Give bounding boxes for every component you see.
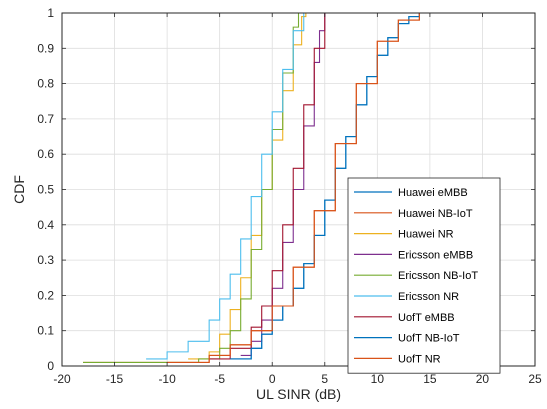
x-tick-label: 20: [476, 372, 490, 386]
y-tick-label: 0.9: [37, 41, 54, 55]
legend: Huawei eMBB Huawei NB-IoT Huawei NR Ericsso…: [347, 177, 501, 374]
legend-entry-label: UofT NR: [398, 353, 441, 365]
y-tick-label: 1: [47, 6, 54, 20]
x-tick-label: -5: [214, 372, 225, 386]
y-tick-label: 0.2: [37, 288, 54, 302]
x-tick-label: 5: [321, 372, 328, 386]
legend-entry-label: Ericsson NB-IoT: [398, 270, 478, 282]
legend-entry-label: Ericsson NR: [398, 291, 459, 303]
series-lines: [83, 12, 520, 364]
y-tick-label: 0.7: [37, 112, 54, 126]
x-tick-label: -20: [53, 372, 71, 386]
legend-entry-label: UofT NB-IoT: [398, 333, 460, 345]
series-line-6: [209, 13, 326, 360]
series-line-8: [167, 12, 520, 364]
y-tick-label: 0.5: [37, 183, 54, 197]
series-line-3: [240, 13, 326, 356]
x-tick-label: -15: [106, 372, 124, 386]
ticks: -20 -15 -10 -5 0 5 10 15 20 25 0 0.1 0.2 0.3 0.4 0.5 0.6…: [37, 6, 542, 386]
y-tick-label: 0.1: [37, 324, 54, 338]
legend-entry-label: Huawei NB-IoT: [398, 208, 473, 220]
legend-entry-label: Huawei NR: [398, 229, 454, 241]
x-tick-label: 15: [423, 372, 437, 386]
x-tick-label: -10: [158, 372, 176, 386]
y-tick-label: 0: [47, 359, 54, 373]
legend-entry-label: Huawei eMBB: [398, 187, 468, 199]
y-axis-label: CDF: [11, 175, 27, 204]
y-tick-label: 0.8: [37, 77, 54, 91]
legend-entry-label: Ericsson eMBB: [398, 249, 473, 261]
y-tick-label: 0.3: [37, 253, 54, 267]
y-tick-label: 0.4: [37, 218, 54, 232]
x-axis-label: UL SINR (dB): [256, 386, 341, 402]
y-tick-label: 0.6: [37, 147, 54, 161]
legend-entry-label: UofT eMBB: [398, 312, 455, 324]
series-line-5: [146, 12, 520, 360]
x-tick-label: 10: [371, 372, 385, 386]
x-tick-label: 25: [528, 372, 542, 386]
x-tick-label: 0: [269, 372, 276, 386]
